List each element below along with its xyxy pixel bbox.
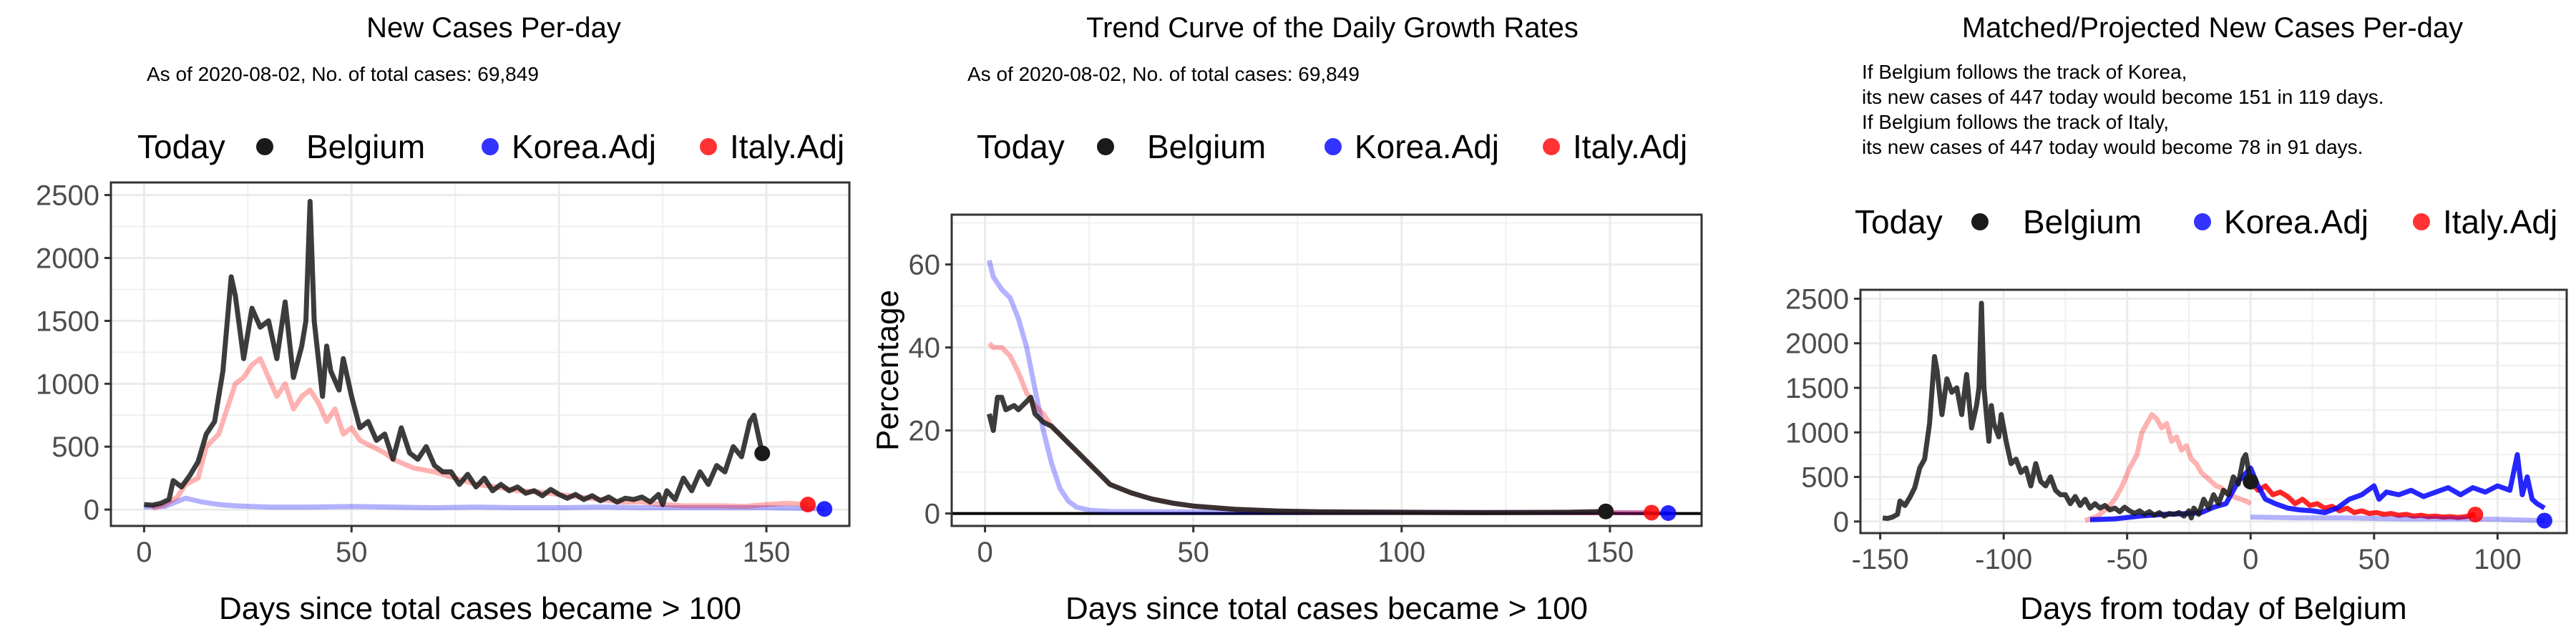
plot-background [111,182,849,526]
chart-panel-2: Trend Curve of the Daily Growth Rates As … [870,12,1703,626]
today-point-italy-adj [1644,504,1660,521]
x-tick-label: 100 [1377,537,1425,568]
plot-frame [109,181,851,527]
legend-dot-korea-adj [2194,213,2211,230]
x-tick-label: 50 [336,537,368,568]
series-line-belgium [1882,301,2253,521]
legend-dot-today [1971,213,1989,230]
legend-label-korea-adj: Korea.Adj [2224,203,2368,240]
y-tick-label: 500 [1801,462,1849,494]
annotation-line: its new cases of 447 today would become … [1862,136,2363,158]
plot-frame [1859,288,2568,535]
y-tick-label: 20 [909,416,941,447]
x-tick-label: 0 [977,537,992,568]
x-axis-title: Days since total cases became > 100 [1065,591,1588,626]
y-tick-label: 60 [909,250,941,281]
legend-label-italy-adj: Italy.Adj [730,128,844,165]
chart-title: Matched/Projected New Cases Per-day [1962,12,2463,44]
chart-panel-3: Matched/Projected New Cases Per-day If Be… [1785,12,2568,626]
x-tick-label: 150 [743,537,791,568]
legend-dot-italy-adj [700,138,717,155]
legend-dot-today [1097,138,1114,155]
y-tick-label: 2000 [36,243,99,274]
legend-dot-korea-adj [482,138,499,155]
legend-label-belgium: Belgium [306,128,425,165]
y-tick-label: 0 [924,499,940,530]
y-tick-label: 1000 [1785,417,1849,449]
legend-label-belgium: Belgium [2023,203,2142,240]
today-point-belgium [754,445,771,462]
x-tick-label: 0 [136,537,152,568]
x-axis-title: Days since total cases became > 100 [219,591,741,626]
series-line-korea-adj-matched [2250,514,2545,524]
x-tick-label: 100 [535,537,583,568]
x-tick-label: 0 [2243,544,2258,575]
y-tick-label: 0 [84,494,99,526]
legend-label-italy-adj: Italy.Adj [1573,128,1687,165]
legend-title: Today [1855,203,1943,240]
annotation-line: If Belgium follows the track of Korea, [1862,61,2187,83]
legend-dot-italy-adj [2413,213,2430,230]
x-tick-label: -50 [2107,544,2148,575]
x-tick-label: -100 [1975,544,2032,575]
series-line-belgium [144,198,765,508]
chart-subtitle: As of 2020-08-02, No. of total cases: 69… [147,63,539,85]
y-tick-label: 40 [909,333,941,364]
legend-title: Today [977,128,1065,165]
annotation-line: If Belgium follows the track of Italy, [1862,111,2169,133]
series-line-korea-adj [2089,452,2546,522]
chart-title: New Cases Per-day [366,12,621,44]
plot-area [1859,288,2568,535]
plot-area [109,181,851,527]
x-tick-label: -150 [1852,544,1909,575]
plot-frame [950,213,1703,527]
legend-title: Today [137,128,225,165]
legend-dot-today [256,138,273,155]
chart-subtitle: As of 2020-08-02, No. of total cases: 69… [967,63,1360,85]
today-point-belgium [2243,474,2259,490]
y-axis-title: Percentage [870,290,905,451]
chart-panel-1: New Cases Per-day As of 2020-08-02, No. o… [36,12,851,626]
today-point-korea-adj [2536,512,2552,529]
today-point-korea-adj [816,501,833,517]
legend-label-korea-adj: Korea.Adj [512,128,656,165]
y-tick-label: 2500 [1785,283,1849,315]
today-point-italy-adj [2467,507,2484,523]
legend-dot-italy-adj [1543,138,1560,155]
x-tick-label: 150 [1586,537,1634,568]
today-point-korea-adj [1660,505,1677,522]
y-tick-label: 1000 [36,369,99,400]
plot-area [950,213,1703,527]
x-tick-label: 100 [2474,544,2522,575]
legend-dot-korea-adj [1324,138,1342,155]
legend-label-korea-adj: Korea.Adj [1355,128,1499,165]
y-tick-label: 1500 [36,306,99,337]
chart-title: Trend Curve of the Daily Growth Rates [1086,12,1579,44]
series-line-italy-adj [2248,479,2477,520]
plot-background [952,215,1702,526]
series-line-korea-adj [987,259,1669,516]
y-tick-label: 1500 [1785,373,1849,404]
y-tick-label: 2000 [1785,328,1849,360]
today-point-italy-adj [800,497,816,513]
today-point-belgium [1598,503,1614,519]
x-tick-label: 50 [1177,537,1209,568]
legend-label-italy-adj: Italy.Adj [2443,203,2557,240]
annotation-line: its new cases of 447 today would become … [1862,86,2384,108]
y-tick-label: 500 [52,431,99,463]
series-line-korea-adj [144,495,825,512]
legend-label-belgium: Belgium [1147,128,1266,165]
x-axis-title: Days from today of Belgium [2020,591,2406,626]
x-tick-label: 50 [2358,544,2391,575]
series-line-belgium [987,394,1606,515]
y-tick-label: 2500 [36,180,99,212]
y-tick-label: 0 [1833,507,1849,538]
